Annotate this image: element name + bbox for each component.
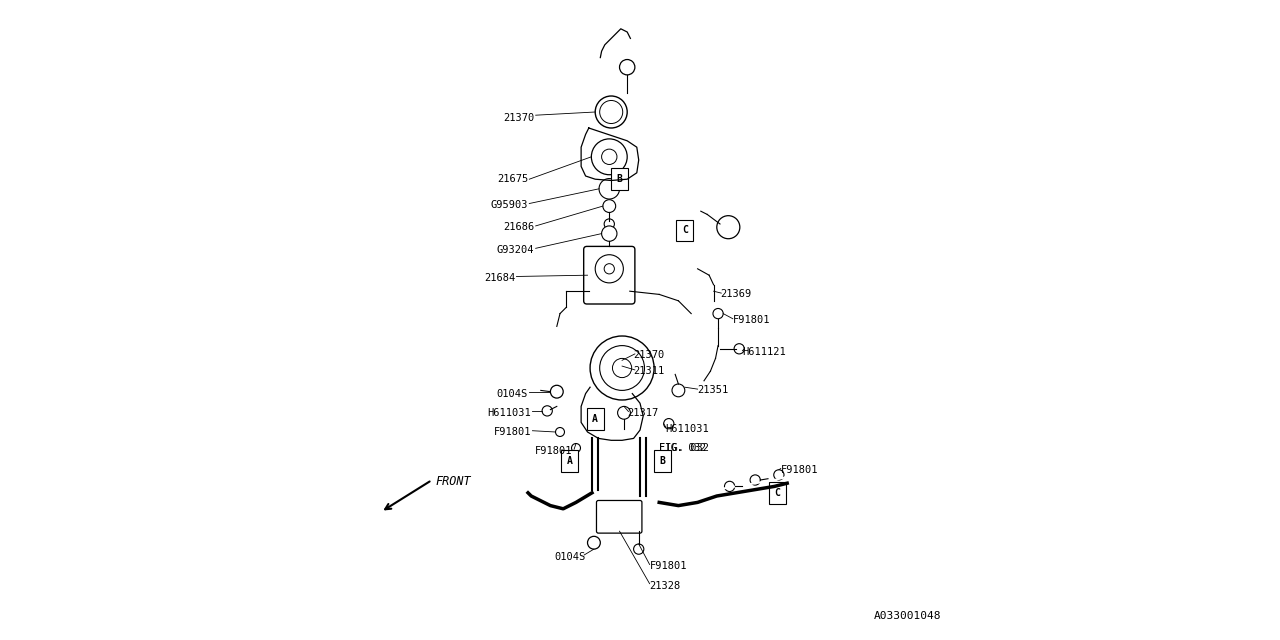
Text: 0104S: 0104S xyxy=(497,388,529,399)
Circle shape xyxy=(735,344,745,354)
Circle shape xyxy=(543,406,553,416)
Text: F91801: F91801 xyxy=(494,427,531,437)
Text: 21317: 21317 xyxy=(627,408,658,418)
FancyBboxPatch shape xyxy=(586,408,604,430)
Circle shape xyxy=(773,470,783,480)
Circle shape xyxy=(717,216,740,239)
Text: A: A xyxy=(593,414,598,424)
Text: 21328: 21328 xyxy=(650,580,681,591)
Circle shape xyxy=(550,385,563,398)
Text: F91801: F91801 xyxy=(781,465,818,476)
Circle shape xyxy=(599,179,620,199)
Circle shape xyxy=(600,100,623,124)
Circle shape xyxy=(599,346,645,390)
Text: F91801: F91801 xyxy=(650,561,687,572)
FancyBboxPatch shape xyxy=(769,482,786,504)
Circle shape xyxy=(724,481,735,492)
FancyBboxPatch shape xyxy=(677,220,694,241)
Circle shape xyxy=(595,255,623,283)
Text: 21675: 21675 xyxy=(497,174,529,184)
Text: A033001048: A033001048 xyxy=(873,611,941,621)
Text: 0104S: 0104S xyxy=(554,552,585,562)
Circle shape xyxy=(556,428,564,436)
Circle shape xyxy=(590,336,654,400)
Text: FIG. 032: FIG. 032 xyxy=(659,443,707,453)
Text: 21369: 21369 xyxy=(719,289,751,300)
Text: C: C xyxy=(774,488,781,498)
Text: 21684: 21684 xyxy=(484,273,516,284)
Text: C: C xyxy=(682,225,687,236)
Circle shape xyxy=(602,149,617,164)
Text: G93204: G93204 xyxy=(497,244,535,255)
Text: FRONT: FRONT xyxy=(435,475,471,488)
Text: 21686: 21686 xyxy=(503,222,535,232)
Text: FIG. 032: FIG. 032 xyxy=(659,443,709,453)
Text: H611121: H611121 xyxy=(742,347,786,357)
Text: H611031: H611031 xyxy=(666,424,709,434)
Circle shape xyxy=(595,96,627,128)
FancyBboxPatch shape xyxy=(654,450,671,472)
FancyBboxPatch shape xyxy=(612,168,628,190)
Text: 21370: 21370 xyxy=(634,350,664,360)
Text: A: A xyxy=(567,456,572,466)
FancyBboxPatch shape xyxy=(584,246,635,304)
Circle shape xyxy=(713,308,723,319)
Circle shape xyxy=(663,419,675,429)
Circle shape xyxy=(602,226,617,241)
Circle shape xyxy=(603,200,616,212)
Circle shape xyxy=(618,406,630,419)
Circle shape xyxy=(604,264,614,274)
Circle shape xyxy=(672,384,685,397)
Text: F91801: F91801 xyxy=(732,315,771,325)
Circle shape xyxy=(612,358,632,378)
Circle shape xyxy=(571,444,581,452)
Text: F91801: F91801 xyxy=(535,446,573,456)
Text: 21370: 21370 xyxy=(503,113,535,124)
Circle shape xyxy=(750,475,760,485)
Circle shape xyxy=(588,536,600,549)
FancyBboxPatch shape xyxy=(596,500,643,533)
Circle shape xyxy=(620,60,635,75)
FancyBboxPatch shape xyxy=(561,450,579,472)
Circle shape xyxy=(591,139,627,175)
Text: 21311: 21311 xyxy=(634,366,664,376)
Text: B: B xyxy=(659,456,666,466)
Text: B: B xyxy=(617,174,622,184)
Circle shape xyxy=(604,219,614,229)
Circle shape xyxy=(634,544,644,554)
Text: H611031: H611031 xyxy=(488,408,531,418)
Text: G95903: G95903 xyxy=(490,200,529,210)
Text: 21351: 21351 xyxy=(698,385,728,396)
